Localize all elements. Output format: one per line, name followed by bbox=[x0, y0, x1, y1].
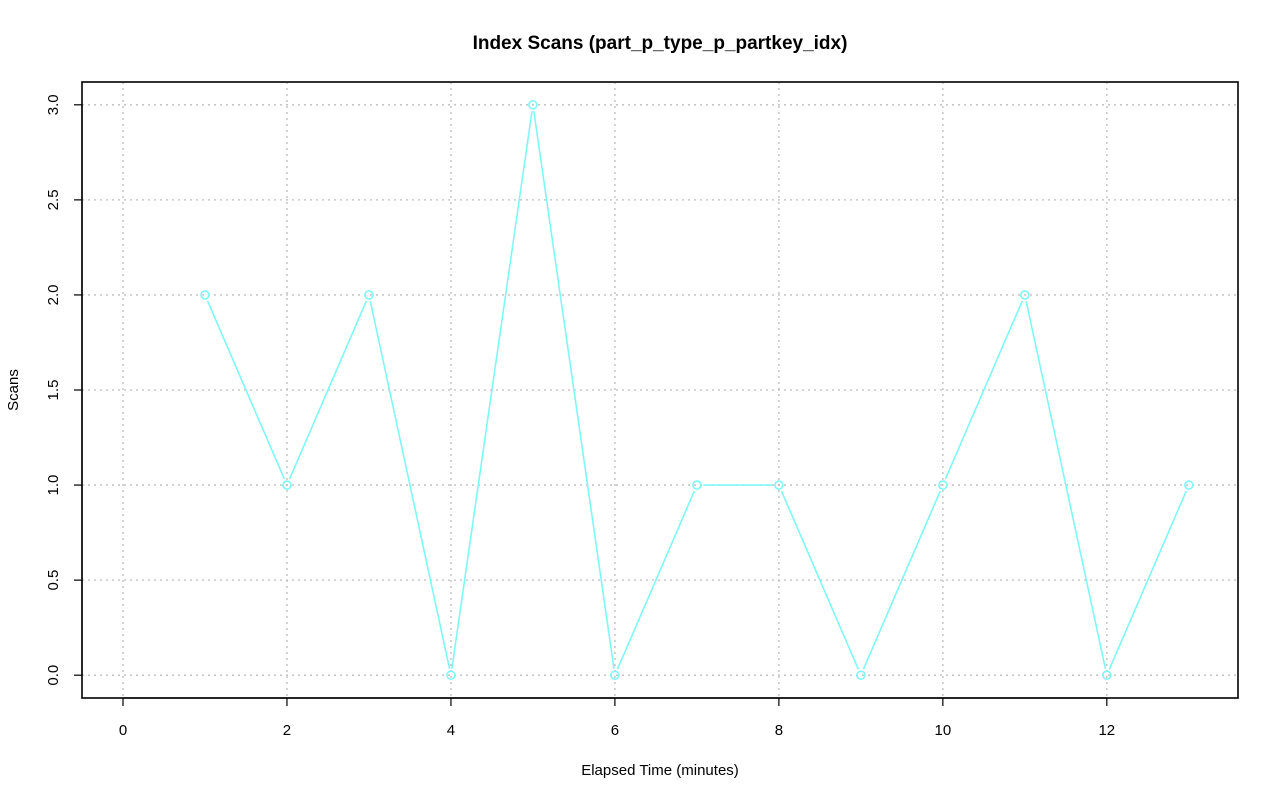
data-point bbox=[938, 480, 948, 490]
x-axis-label: Elapsed Time (minutes) bbox=[581, 762, 739, 779]
x-tick-label: 4 bbox=[447, 722, 455, 739]
grid bbox=[82, 82, 1238, 698]
data-point bbox=[1102, 670, 1112, 680]
x-tick-label: 0 bbox=[119, 722, 127, 739]
axes: 0 2 4 6 8 10 12 0.0 0.5 1.0 1.5 2.0 2.5 3.0 bbox=[45, 94, 1115, 739]
y-axis-label: Scans bbox=[5, 369, 22, 411]
y-tick-label: 2.0 bbox=[45, 285, 62, 306]
data-point bbox=[528, 100, 538, 110]
y-tick-label: 3.0 bbox=[45, 94, 62, 115]
data-point bbox=[1184, 480, 1194, 490]
series-segment bbox=[1108, 490, 1187, 670]
x-tick-label: 6 bbox=[611, 722, 619, 739]
x-tick-label: 2 bbox=[283, 722, 291, 739]
series-segment bbox=[369, 301, 451, 669]
series-segment bbox=[451, 111, 533, 669]
y-tick-label: 1.5 bbox=[45, 380, 62, 401]
series-segment bbox=[616, 490, 696, 670]
series-segment bbox=[206, 300, 286, 480]
x-tick-label: 10 bbox=[935, 722, 952, 739]
plot-frame bbox=[81, 81, 1239, 699]
series-segment bbox=[862, 490, 942, 670]
data-point bbox=[446, 670, 456, 680]
x-tick-label: 12 bbox=[1098, 722, 1115, 739]
series-line bbox=[200, 100, 1194, 680]
data-point bbox=[364, 290, 374, 300]
series-segment bbox=[780, 490, 860, 670]
data-point bbox=[1020, 290, 1030, 300]
series-segment bbox=[288, 300, 368, 480]
data-point bbox=[200, 290, 210, 300]
y-tick-label: 0.5 bbox=[45, 570, 62, 591]
y-tick-label: 2.5 bbox=[45, 189, 62, 210]
series-segment bbox=[944, 300, 1023, 480]
data-point bbox=[774, 480, 784, 490]
series-segment bbox=[533, 111, 615, 669]
chart-title: Index Scans (part_p_type_p_partkey_idx) bbox=[473, 33, 848, 54]
series-segment bbox=[1025, 301, 1107, 669]
y-tick-label: 1.0 bbox=[45, 475, 62, 496]
data-point bbox=[282, 480, 292, 490]
x-tick-label: 8 bbox=[775, 722, 783, 739]
data-point bbox=[856, 670, 866, 680]
y-tick-label: 0.0 bbox=[45, 665, 62, 686]
data-point bbox=[610, 670, 620, 680]
data-point bbox=[692, 480, 702, 490]
